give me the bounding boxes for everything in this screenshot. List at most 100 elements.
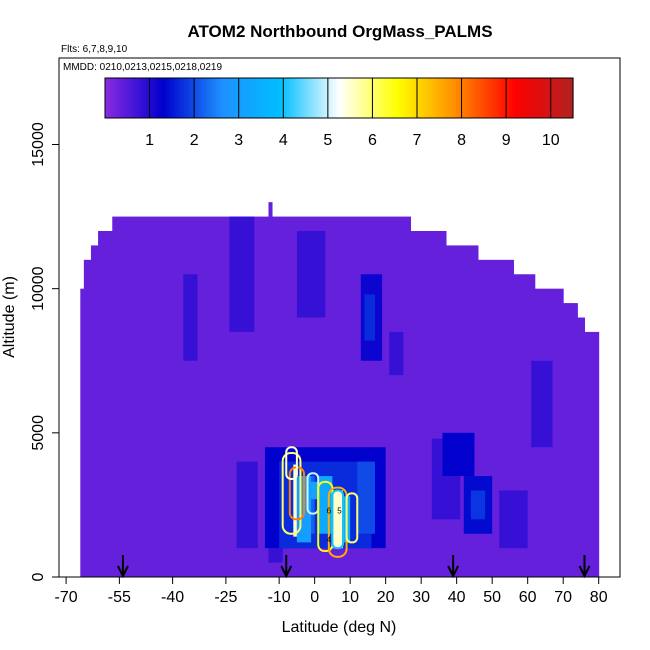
y-tick-label: 10000 [30, 266, 47, 311]
colorbar-swatch [233, 78, 238, 118]
colorbar-swatch [476, 78, 480, 118]
field-column [563, 303, 578, 577]
colorbar-swatch [537, 78, 542, 118]
colorbar-swatch [423, 78, 428, 118]
x-tick-label: -70 [55, 589, 78, 606]
colorbar-swatch [116, 78, 121, 118]
field-patch [364, 294, 376, 341]
field-patch [296, 231, 326, 318]
colorbar-swatch [397, 78, 402, 118]
colorbar-swatch [432, 78, 437, 118]
colorbar-swatch [552, 78, 557, 118]
flights-subtitle: Flts: 6,7,8,9,10 [61, 44, 128, 55]
colorbar-tick-label: 8 [457, 132, 466, 149]
field-patch [229, 216, 255, 332]
colorbar-swatch [315, 78, 320, 118]
chart-title: ATOM2 Northbound OrgMass_PALMS [187, 22, 492, 41]
field-patch [332, 490, 344, 549]
colorbar-swatch [318, 78, 323, 118]
colorbar-swatch [359, 78, 363, 118]
field-patch [268, 548, 283, 563]
colorbar-swatch [251, 78, 255, 118]
colorbar-swatch [198, 78, 203, 118]
colorbar-swatch [429, 78, 434, 118]
colorbar-swatch [514, 78, 519, 118]
colorbar-swatch [245, 78, 249, 118]
colorbar-swatch [175, 78, 179, 118]
colorbar-swatch [496, 78, 501, 118]
colorbar-swatch [183, 78, 188, 118]
colorbar-swatch [122, 78, 127, 118]
colorbar-swatch [494, 78, 498, 118]
colorbar-swatch [406, 78, 410, 118]
contour-line [331, 489, 345, 550]
field-column [90, 245, 99, 577]
x-tick-label: 50 [483, 589, 501, 606]
colorbar-swatch [312, 78, 317, 118]
colorbar-tick-label: 7 [413, 132, 422, 149]
x-tick-label: 80 [590, 589, 608, 606]
colorbar-swatch [482, 78, 486, 118]
colorbar-swatch [260, 78, 264, 118]
colorbar-swatch [426, 78, 431, 118]
colorbar-swatch [403, 78, 407, 118]
colorbar-swatch [438, 78, 442, 118]
colorbar-swatch [207, 78, 211, 118]
colorbar-swatch [546, 78, 551, 118]
colorbar-swatch [169, 78, 173, 118]
colorbar-swatch [262, 78, 267, 118]
colorbar-swatch [339, 78, 343, 118]
x-tick-label: -10 [268, 589, 291, 606]
colorbar-swatch [137, 78, 141, 118]
colorbar-swatch [485, 78, 489, 118]
colorbar-tick-label: 6 [368, 132, 377, 149]
colorbar-swatch [379, 78, 384, 118]
colorbar-swatch [540, 78, 545, 118]
dates-subtitle: MMDD: 0210,0213,0215,0218,0219 [63, 62, 222, 73]
plot-frame [58, 57, 621, 578]
field-patch [311, 481, 319, 500]
colorbar-tick-label: 5 [323, 132, 332, 149]
colorbar-swatch [321, 78, 325, 118]
field-column [268, 202, 273, 577]
colorbar-swatch [444, 78, 448, 118]
colorbar-swatch [268, 78, 273, 118]
colorbar-swatch [473, 78, 478, 118]
colorbar-swatch [511, 78, 516, 118]
colorbar-swatch [561, 78, 565, 118]
heatmap-field [80, 202, 600, 577]
colorbar-swatch [163, 78, 168, 118]
colorbar-swatch [344, 78, 349, 118]
colorbar-swatch [350, 78, 355, 118]
colorbar-swatch [435, 78, 440, 118]
colorbar-swatch [143, 78, 147, 118]
colorbar-swatch [324, 78, 328, 118]
colorbar-tick-label: 1 [145, 132, 154, 149]
field-patch [389, 331, 404, 376]
colorbar-swatch [242, 78, 246, 118]
contour-line [285, 446, 298, 480]
sounding-arrow-head [447, 565, 460, 579]
colorbar-swatch [409, 78, 413, 118]
colorbar-swatch [204, 78, 208, 118]
colorbar-swatch [488, 78, 492, 118]
x-tick-label: 30 [412, 589, 430, 606]
colorbar-tick-label: 3 [234, 132, 243, 149]
field-patch [470, 490, 486, 520]
colorbar-swatch [347, 78, 352, 118]
colorbar-swatch [385, 78, 390, 118]
colorbar-swatch [265, 78, 270, 118]
colorbar: 1 2 3 4 5 6 7 8 9 10 [104, 77, 574, 149]
colorbar-swatch [491, 78, 495, 118]
colorbar-swatch [567, 78, 571, 118]
y-tick-label: 5000 [30, 415, 47, 451]
x-tick-label: 0 [310, 589, 319, 606]
colorbar-swatch [113, 78, 118, 118]
colorbar-swatch [420, 78, 425, 118]
x-axis-label: Latitude (deg N) [282, 619, 397, 636]
y-axis-label: Altitude (m) [1, 276, 18, 358]
colorbar-frame [104, 77, 574, 119]
colorbar-swatch [377, 78, 381, 118]
y-tick-label: 15000 [30, 122, 47, 167]
